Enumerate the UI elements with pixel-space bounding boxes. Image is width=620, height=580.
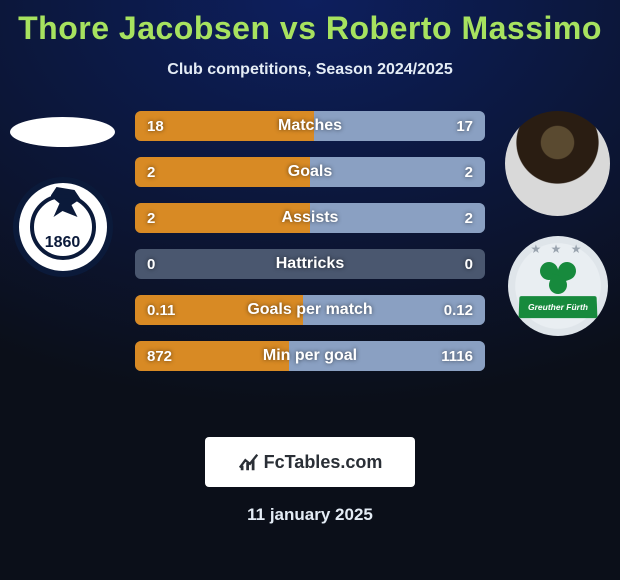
stat-value-left: 0.11 [147, 302, 175, 319]
stars-icon: ★ ★ ★ [531, 242, 585, 256]
left-player-column: 1860 [10, 111, 115, 277]
stat-value-left: 2 [147, 164, 155, 181]
logo-inner-ring: 1860 [30, 194, 96, 260]
stat-value-right: 0 [465, 256, 473, 273]
chart-icon [238, 451, 260, 473]
stat-value-left: 0 [147, 256, 155, 273]
stat-row: 18 Matches 17 [135, 111, 485, 141]
attribution-text: FcTables.com [264, 452, 383, 473]
attribution-box: FcTables.com [205, 437, 415, 487]
page-title: Thore Jacobsen vs Roberto Massimo [0, 0, 620, 47]
stat-row: 872 Min per goal 1116 [135, 341, 485, 371]
club-year: 1860 [45, 234, 81, 256]
player-avatar-placeholder [10, 117, 115, 147]
stat-value-right: 1116 [441, 348, 473, 365]
stat-value-right: 2 [465, 164, 473, 181]
stat-label: Hattricks [276, 255, 344, 273]
comparison-content: 1860 ★ ★ ★ Greuther Fürth 18 Matches 17 2 Go… [0, 111, 620, 411]
stat-value-right: 0.12 [444, 302, 473, 319]
player-avatar-photo [505, 111, 610, 216]
stat-row: 0.11 Goals per match 0.12 [135, 295, 485, 325]
stat-label: Min per goal [263, 347, 357, 365]
right-player-column: ★ ★ ★ Greuther Fürth [505, 111, 610, 336]
comparison-rows: 18 Matches 17 2 Goals 2 2 Assists 2 0 Hattricks 0 0.… [135, 111, 485, 371]
comparison-infographic: Thore Jacobsen vs Roberto Massimo Club c… [0, 0, 620, 580]
stat-value-left: 2 [147, 210, 155, 227]
clover-icon [540, 260, 576, 294]
subtitle: Club competitions, Season 2024/2025 [0, 61, 620, 79]
stat-label: Assists [282, 209, 339, 227]
stat-label: Goals [288, 163, 332, 181]
stat-row: 0 Hattricks 0 [135, 249, 485, 279]
stat-value-right: 17 [456, 118, 473, 135]
infographic-date: 11 january 2025 [0, 505, 620, 525]
left-club-logo: 1860 [13, 177, 113, 277]
stat-row: 2 Goals 2 [135, 157, 485, 187]
stat-row: 2 Assists 2 [135, 203, 485, 233]
stat-value-left: 18 [147, 118, 164, 135]
right-club-logo: ★ ★ ★ Greuther Fürth [508, 236, 608, 336]
stat-label: Goals per match [247, 301, 372, 319]
stat-value-left: 872 [147, 348, 172, 365]
stat-label: Matches [278, 117, 342, 135]
club-banner: Greuther Fürth [518, 296, 597, 318]
stat-value-right: 2 [465, 210, 473, 227]
